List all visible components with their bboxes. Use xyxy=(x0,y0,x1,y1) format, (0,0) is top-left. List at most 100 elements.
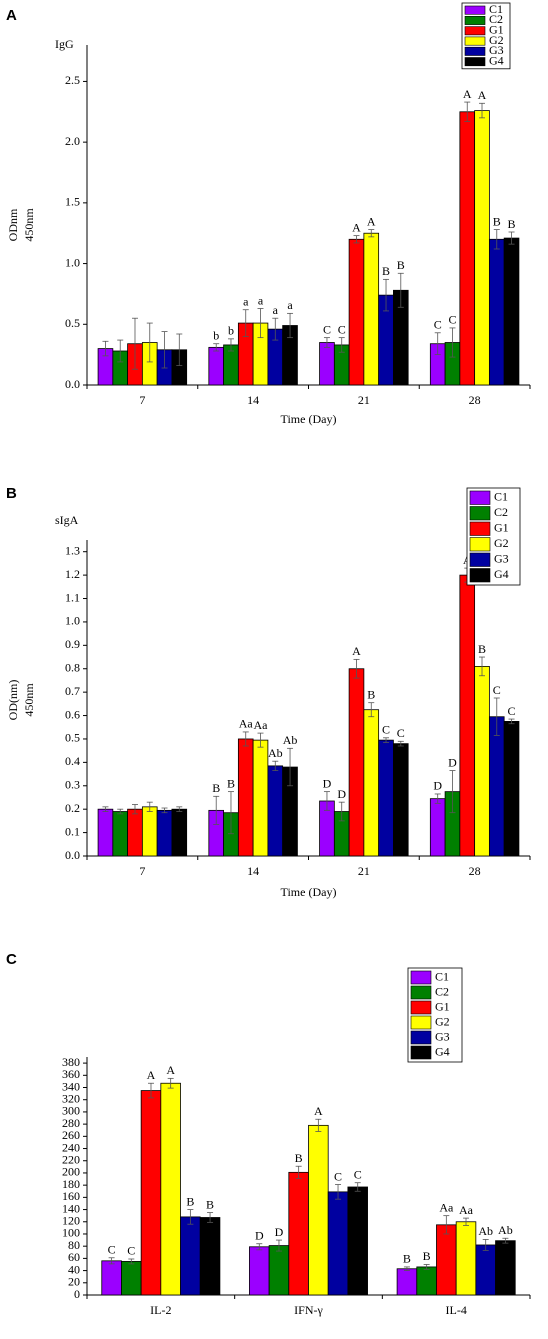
bar xyxy=(475,1244,496,1296)
y-tick-label: 380 xyxy=(62,1055,80,1069)
bar xyxy=(363,232,380,386)
error-bar xyxy=(242,731,249,747)
x-tick-label: 28 xyxy=(469,864,481,878)
bar xyxy=(347,1186,368,1296)
y-axis-label: OD(nm) xyxy=(6,680,20,721)
significance-label: A xyxy=(352,220,361,234)
significance-label: Aa xyxy=(239,717,254,731)
bar xyxy=(436,1224,457,1296)
error-bar xyxy=(272,317,279,341)
x-tick-label: IL-2 xyxy=(150,1303,171,1317)
legend-swatch xyxy=(464,36,486,46)
bar xyxy=(112,811,129,857)
significance-label: C xyxy=(108,1243,116,1257)
y-axis-label: 450nm xyxy=(22,208,36,242)
bar xyxy=(180,1216,201,1296)
y-tick-label: 1.0 xyxy=(65,614,80,628)
bar xyxy=(503,721,520,857)
significance-label: Aa xyxy=(254,718,269,732)
error-bar xyxy=(403,1266,410,1271)
bar xyxy=(101,1260,122,1296)
significance-label: B xyxy=(227,776,235,790)
significance-label: a xyxy=(273,303,279,317)
significance-label: C xyxy=(127,1244,135,1258)
legend-label: G1 xyxy=(494,521,509,535)
bar xyxy=(141,806,158,857)
bar xyxy=(416,1266,437,1296)
significance-label: D xyxy=(323,776,332,790)
significance-label: A xyxy=(367,214,376,228)
y-tick-label: 0.1 xyxy=(65,824,80,838)
significance-label: Ab xyxy=(498,1223,513,1237)
y-tick-label: 180 xyxy=(62,1177,80,1191)
y-tick-label: 0.6 xyxy=(65,707,80,721)
panel-letter: A xyxy=(6,7,17,24)
y-tick-label: 0.5 xyxy=(65,316,80,330)
error-bar xyxy=(257,308,264,339)
legend-label: G3 xyxy=(435,1029,450,1043)
error-bar xyxy=(117,339,124,363)
x-tick-label: 21 xyxy=(358,864,370,878)
x-tick-label: 14 xyxy=(247,864,259,878)
bar xyxy=(268,1245,290,1296)
panel-letter: C xyxy=(6,951,17,968)
legend-label: C2 xyxy=(489,12,503,26)
error-bar xyxy=(131,804,138,815)
y-tick-label: 1.1 xyxy=(65,590,80,604)
y-tick-label: 80 xyxy=(68,1238,80,1252)
error-bar xyxy=(449,770,456,814)
error-bar xyxy=(338,801,345,822)
legend-swatch xyxy=(410,1045,432,1060)
error-bar xyxy=(397,272,404,308)
error-bar xyxy=(493,697,500,736)
error-bar xyxy=(287,747,294,787)
significance-label: A xyxy=(314,1104,323,1118)
bar xyxy=(127,808,143,857)
legend-swatch xyxy=(469,490,491,505)
bar xyxy=(393,743,409,857)
error-bar xyxy=(256,1243,263,1251)
error-bar xyxy=(508,231,515,245)
error-bar xyxy=(167,1077,174,1089)
error-bar xyxy=(383,278,390,312)
chart-panel: A IgG ODnm 450nm Time (Day) 0.0 0.5 1.0 1.5 2.0 2.… xyxy=(6,2,531,426)
legend-label: G3 xyxy=(494,552,509,566)
legend-swatch xyxy=(464,15,486,25)
legend-swatch xyxy=(464,26,486,36)
significance-label: C xyxy=(382,723,390,737)
error-bar xyxy=(434,793,441,804)
error-bar xyxy=(323,791,330,811)
significance-label: A xyxy=(166,1063,175,1077)
significance-label: B xyxy=(212,781,220,795)
legend-swatch xyxy=(464,46,486,56)
bar xyxy=(396,1268,418,1296)
significance-label: B xyxy=(423,1249,431,1263)
y-tick-label: 1.5 xyxy=(65,195,80,209)
x-tick-label: 7 xyxy=(139,864,145,878)
bar xyxy=(378,739,394,857)
legend-label: G4 xyxy=(435,1044,450,1058)
error-bar xyxy=(242,309,249,337)
error-bar xyxy=(275,1239,282,1252)
bar xyxy=(308,1124,329,1296)
significance-label: C xyxy=(334,1169,342,1183)
y-tick-label: 0.8 xyxy=(65,660,80,674)
legend-label: G2 xyxy=(494,536,509,550)
legend-label: G2 xyxy=(435,1014,450,1028)
legend-label: G4 xyxy=(494,567,509,581)
bar xyxy=(97,808,114,857)
significance-label: C xyxy=(434,318,442,332)
error-bar xyxy=(207,1212,214,1223)
error-bar xyxy=(397,740,404,747)
significance-label: C xyxy=(323,322,331,336)
significance-label: A xyxy=(352,644,361,658)
y-tick-label: 280 xyxy=(62,1116,80,1130)
bar xyxy=(156,809,173,857)
y-tick-label: 220 xyxy=(62,1152,80,1166)
legend-label: C1 xyxy=(494,490,508,504)
legend-swatch xyxy=(469,568,491,583)
bar xyxy=(459,111,476,386)
legend-swatch xyxy=(410,985,432,1000)
significance-label: D xyxy=(433,779,442,793)
y-tick-label: 0.7 xyxy=(65,684,80,698)
